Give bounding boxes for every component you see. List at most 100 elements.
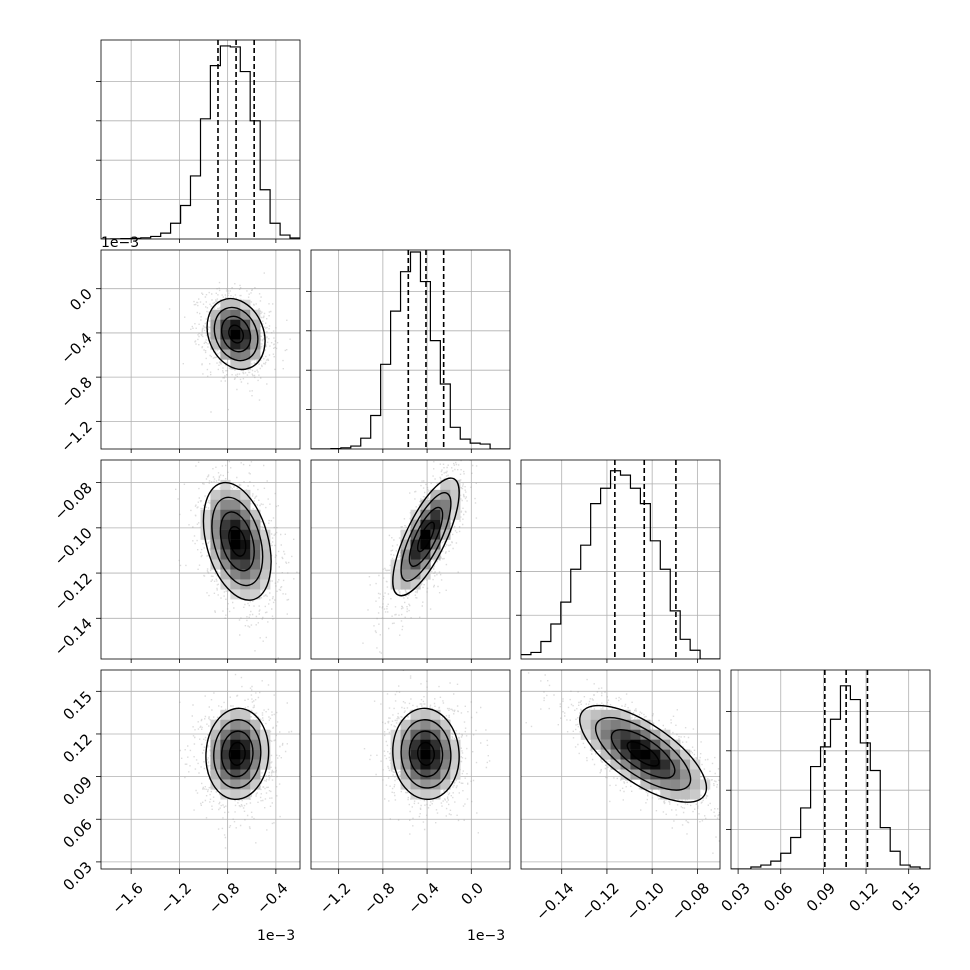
density-cell [430, 489, 441, 500]
density-cell [450, 739, 461, 750]
density-cell [250, 739, 261, 750]
density-cell [620, 759, 631, 770]
density-cell [240, 779, 251, 790]
density-cell [210, 769, 221, 780]
density-cell [230, 299, 241, 310]
x-tick-label: 0.0 [457, 879, 487, 909]
contour-level-2 [408, 730, 444, 778]
histogram-step [521, 470, 720, 659]
contour-level-3 [213, 719, 262, 789]
density-cell [610, 719, 621, 730]
y-tick-label: −0.8 [57, 373, 95, 411]
density-cell [670, 759, 681, 770]
density-cell [430, 509, 441, 520]
density-cell [430, 529, 441, 540]
density-cell [590, 739, 601, 750]
density-cell [610, 729, 621, 740]
pair-panel-1-3 [363, 670, 491, 835]
density-cell [210, 559, 221, 570]
density-cell [400, 739, 411, 750]
density-cell [400, 559, 411, 570]
y-tick-label: −0.14 [51, 614, 96, 659]
density-cell [230, 349, 241, 360]
grid-1-1 [311, 250, 510, 449]
x-tick-label: −1.2 [157, 879, 195, 917]
density-cell [220, 729, 231, 740]
density-cell [410, 559, 421, 570]
density-cell [240, 569, 251, 580]
density-cell [240, 769, 251, 780]
histogram-0 [101, 40, 300, 239]
density-cell [410, 579, 421, 590]
density-cell [220, 569, 231, 580]
density-cell [420, 729, 431, 740]
density-cell [440, 509, 451, 520]
density-cell [430, 789, 441, 800]
density-cell [250, 729, 261, 740]
density-cell [620, 729, 631, 740]
density-cell [420, 539, 431, 550]
density-cell [390, 579, 401, 590]
density-cell [220, 709, 231, 720]
contour-level-1 [228, 526, 247, 557]
density-cell [700, 779, 711, 790]
density-cell [660, 779, 671, 790]
density-cell [420, 739, 431, 750]
density-cell [440, 519, 451, 530]
density-cell [390, 739, 401, 750]
density-cell [430, 739, 441, 750]
density-cell [640, 719, 651, 730]
density-cell [660, 729, 671, 740]
density-cell [230, 539, 241, 550]
density-cell [240, 739, 251, 750]
density-cell [420, 779, 431, 790]
density-cell [410, 789, 421, 800]
density-cell [400, 779, 411, 790]
density-cell [240, 319, 251, 330]
density-cell [220, 739, 231, 750]
density-cell [260, 559, 271, 570]
density-cell [660, 749, 671, 760]
y-tick-label: −0.12 [51, 569, 96, 614]
x-tick-label: −0.08 [668, 879, 713, 924]
density-cell [250, 349, 261, 360]
contour-level-2 [220, 730, 254, 778]
density-cell [660, 769, 671, 780]
density-cell [430, 539, 441, 550]
contour-level-4 [205, 707, 270, 801]
density-cell [400, 569, 411, 580]
panel-frame-2-0 [100, 459, 301, 660]
density-cell [200, 509, 211, 520]
density-cell [600, 719, 611, 730]
density-cell [250, 719, 261, 730]
grid-3-3 [731, 670, 930, 869]
density-cell [420, 559, 431, 570]
density-cell [220, 769, 231, 780]
contour-level-1 [626, 741, 660, 767]
density-cell [640, 759, 651, 770]
density-cell [260, 549, 271, 560]
panel-frame-2-2 [520, 459, 721, 660]
density-cell [390, 569, 401, 580]
density-cell [250, 589, 261, 600]
y-tick-label: −0.08 [51, 479, 96, 524]
density-cell [250, 319, 261, 330]
density-cell [260, 569, 271, 580]
contour-level-3 [594, 716, 692, 791]
density-cell [230, 589, 241, 600]
density-cell [600, 709, 611, 720]
x-tick-label: 0.15 [888, 879, 924, 915]
density-cell [240, 339, 251, 350]
density-cell [230, 499, 241, 510]
x-tick-label: −0.14 [532, 879, 577, 924]
x-tick-label: −0.4 [404, 879, 442, 917]
density-cell [430, 719, 441, 730]
density-cell [400, 539, 411, 550]
density-cell [240, 499, 251, 510]
x-tick-label: −1.2 [316, 879, 354, 917]
density-cell [220, 319, 231, 330]
histogram-step [731, 685, 930, 869]
density-cell [210, 539, 221, 550]
density-cell [230, 339, 241, 350]
density-cell [210, 749, 221, 760]
